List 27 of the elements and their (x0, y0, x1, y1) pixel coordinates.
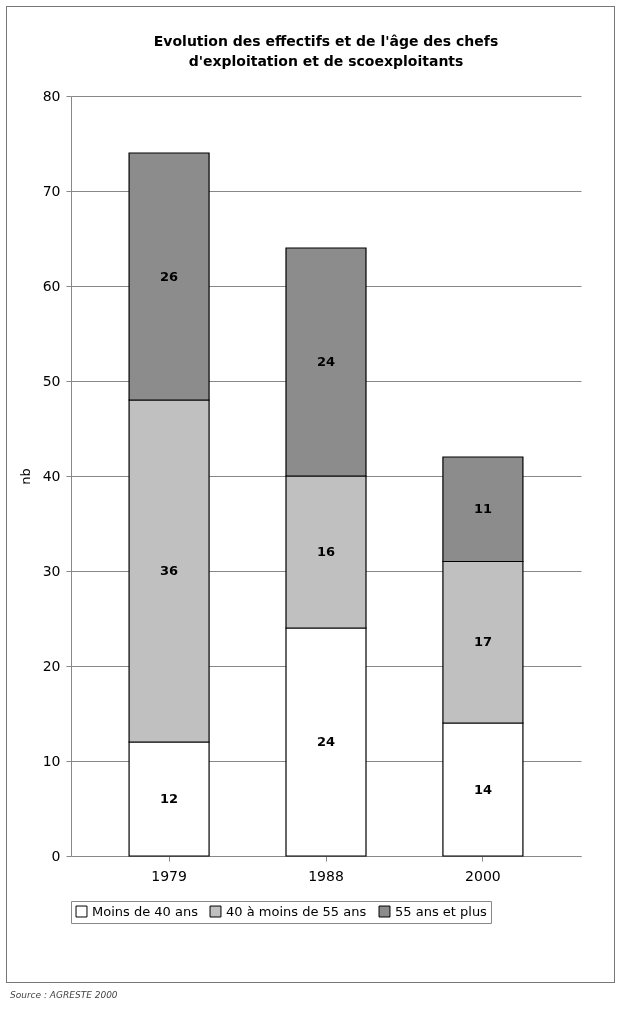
y-tick-label: 40 (42, 467, 61, 484)
data-label: 36 (160, 563, 179, 578)
y-tick-label: 10 (42, 752, 61, 769)
legend-label: 40 à moins de 55 ans (226, 903, 367, 919)
data-label: 12 (160, 791, 179, 806)
y-tick-label: 70 (42, 182, 61, 199)
data-label: 11 (473, 501, 492, 517)
legend-label: Moins de 40 ans (92, 903, 199, 919)
y-tick-label: 20 (42, 657, 61, 674)
x-tick-label: 1988 (308, 867, 344, 884)
y-tick-label: 50 (42, 372, 61, 389)
y-tick-label: 30 (42, 562, 61, 579)
y-tick-label: 0 (51, 847, 61, 864)
x-tick-label: 1979 (151, 867, 187, 884)
data-label: 17 (473, 634, 492, 650)
data-label: 24 (316, 734, 336, 749)
data-label: 26 (160, 268, 179, 284)
x-tick-label: 2000 (465, 867, 501, 884)
data-label: 14 (473, 781, 492, 797)
legend-label: 55 ans et plus (395, 903, 488, 919)
data-label: 16 (316, 544, 336, 559)
chart-title: Evolution des effectifs et de l'âge des chefs d'exploitation et de scoexploitants (153, 33, 499, 69)
y-axis-title: nb (17, 468, 33, 485)
y-tick-label: 80 (42, 87, 61, 104)
source-note: Source : AGRESTE 2000 (10, 990, 118, 1000)
y-tick-label: 60 (42, 277, 61, 294)
data-label: 24 (316, 354, 336, 369)
